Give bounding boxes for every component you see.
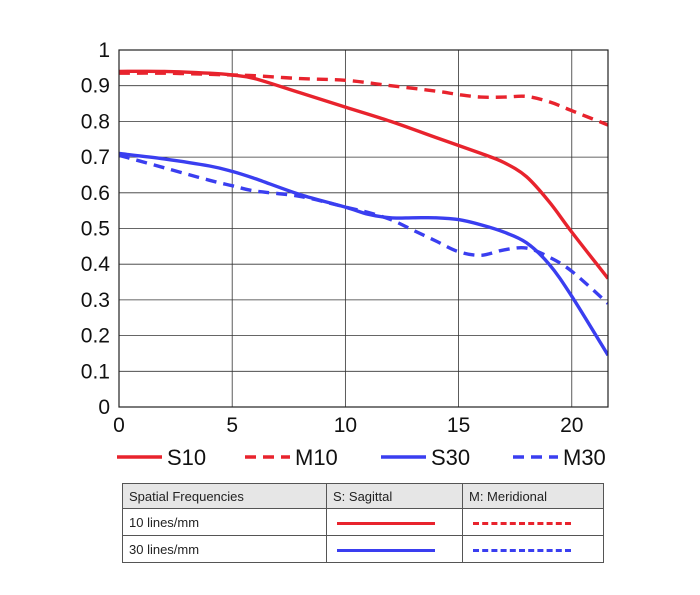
x-tick-labels: 0 5 10 15 20 <box>113 414 583 437</box>
legend-label-s30: S30 <box>431 445 470 470</box>
table-row: 30 lines/mm <box>122 535 604 563</box>
solid-red-line-swatch <box>337 521 435 525</box>
legend-label-m10: M10 <box>295 445 338 470</box>
y-tick-label: 0.3 <box>81 289 110 312</box>
y-tick-label: 0.4 <box>81 253 111 276</box>
solid-blue-line-swatch <box>337 548 435 552</box>
x-tick-label: 20 <box>560 414 583 437</box>
legend-label-m30: M30 <box>563 445 606 470</box>
series-line-m30 <box>119 153 608 305</box>
dashed-blue-line-swatch <box>473 548 571 552</box>
row-label-10: 10 lines/mm <box>122 508 327 536</box>
x-tick-label: 5 <box>226 414 238 437</box>
x-tick-label: 10 <box>334 414 357 437</box>
y-tick-label: 0.2 <box>81 325 110 348</box>
x-tick-label: 0 <box>113 414 125 437</box>
plot-frame <box>118 49 609 408</box>
legend: S10 M10 S30 M30 <box>117 445 606 470</box>
y-tick-label: 0.6 <box>81 182 110 205</box>
swatch-cell-s10 <box>326 508 463 536</box>
table-row: 10 lines/mm <box>122 508 604 536</box>
dashed-red-line-swatch <box>473 521 571 525</box>
series-lines <box>119 69 608 357</box>
table-header-row: Spatial Frequencies S: Sagittal M: Merid… <box>122 483 604 509</box>
y-tick-label: 0.1 <box>81 360 110 383</box>
header-spatial-frequencies: Spatial Frequencies <box>122 483 327 509</box>
mtf-chart: 0 0.1 0.2 0.3 0.4 0.5 0.6 0.7 0.8 0.9 1 0 5 10 15 20 S… <box>81 39 609 470</box>
series-line-s30 <box>119 151 608 357</box>
row-label-30: 30 lines/mm <box>122 535 327 563</box>
header-sagittal: S: Sagittal <box>326 483 463 509</box>
x-tick-label: 15 <box>447 414 470 437</box>
y-tick-label: 1 <box>98 39 110 62</box>
y-tick-label: 0.8 <box>81 110 110 133</box>
swatch-cell-m10 <box>462 508 604 536</box>
swatch-cell-s30 <box>326 535 463 563</box>
y-tick-label: 0 <box>98 396 110 419</box>
y-tick-label: 0.5 <box>81 218 110 241</box>
y-tick-label: 0.7 <box>81 146 110 169</box>
y-tick-label: 0.9 <box>81 75 110 98</box>
series-line-m10 <box>119 71 608 127</box>
y-tick-labels: 0 0.1 0.2 0.3 0.4 0.5 0.6 0.7 0.8 0.9 1 <box>81 39 111 419</box>
legend-label-s10: S10 <box>167 445 206 470</box>
header-meridional: M: Meridional <box>462 483 604 509</box>
frequency-key-table: Spatial Frequencies S: Sagittal M: Merid… <box>122 483 604 563</box>
swatch-cell-m30 <box>462 535 604 563</box>
